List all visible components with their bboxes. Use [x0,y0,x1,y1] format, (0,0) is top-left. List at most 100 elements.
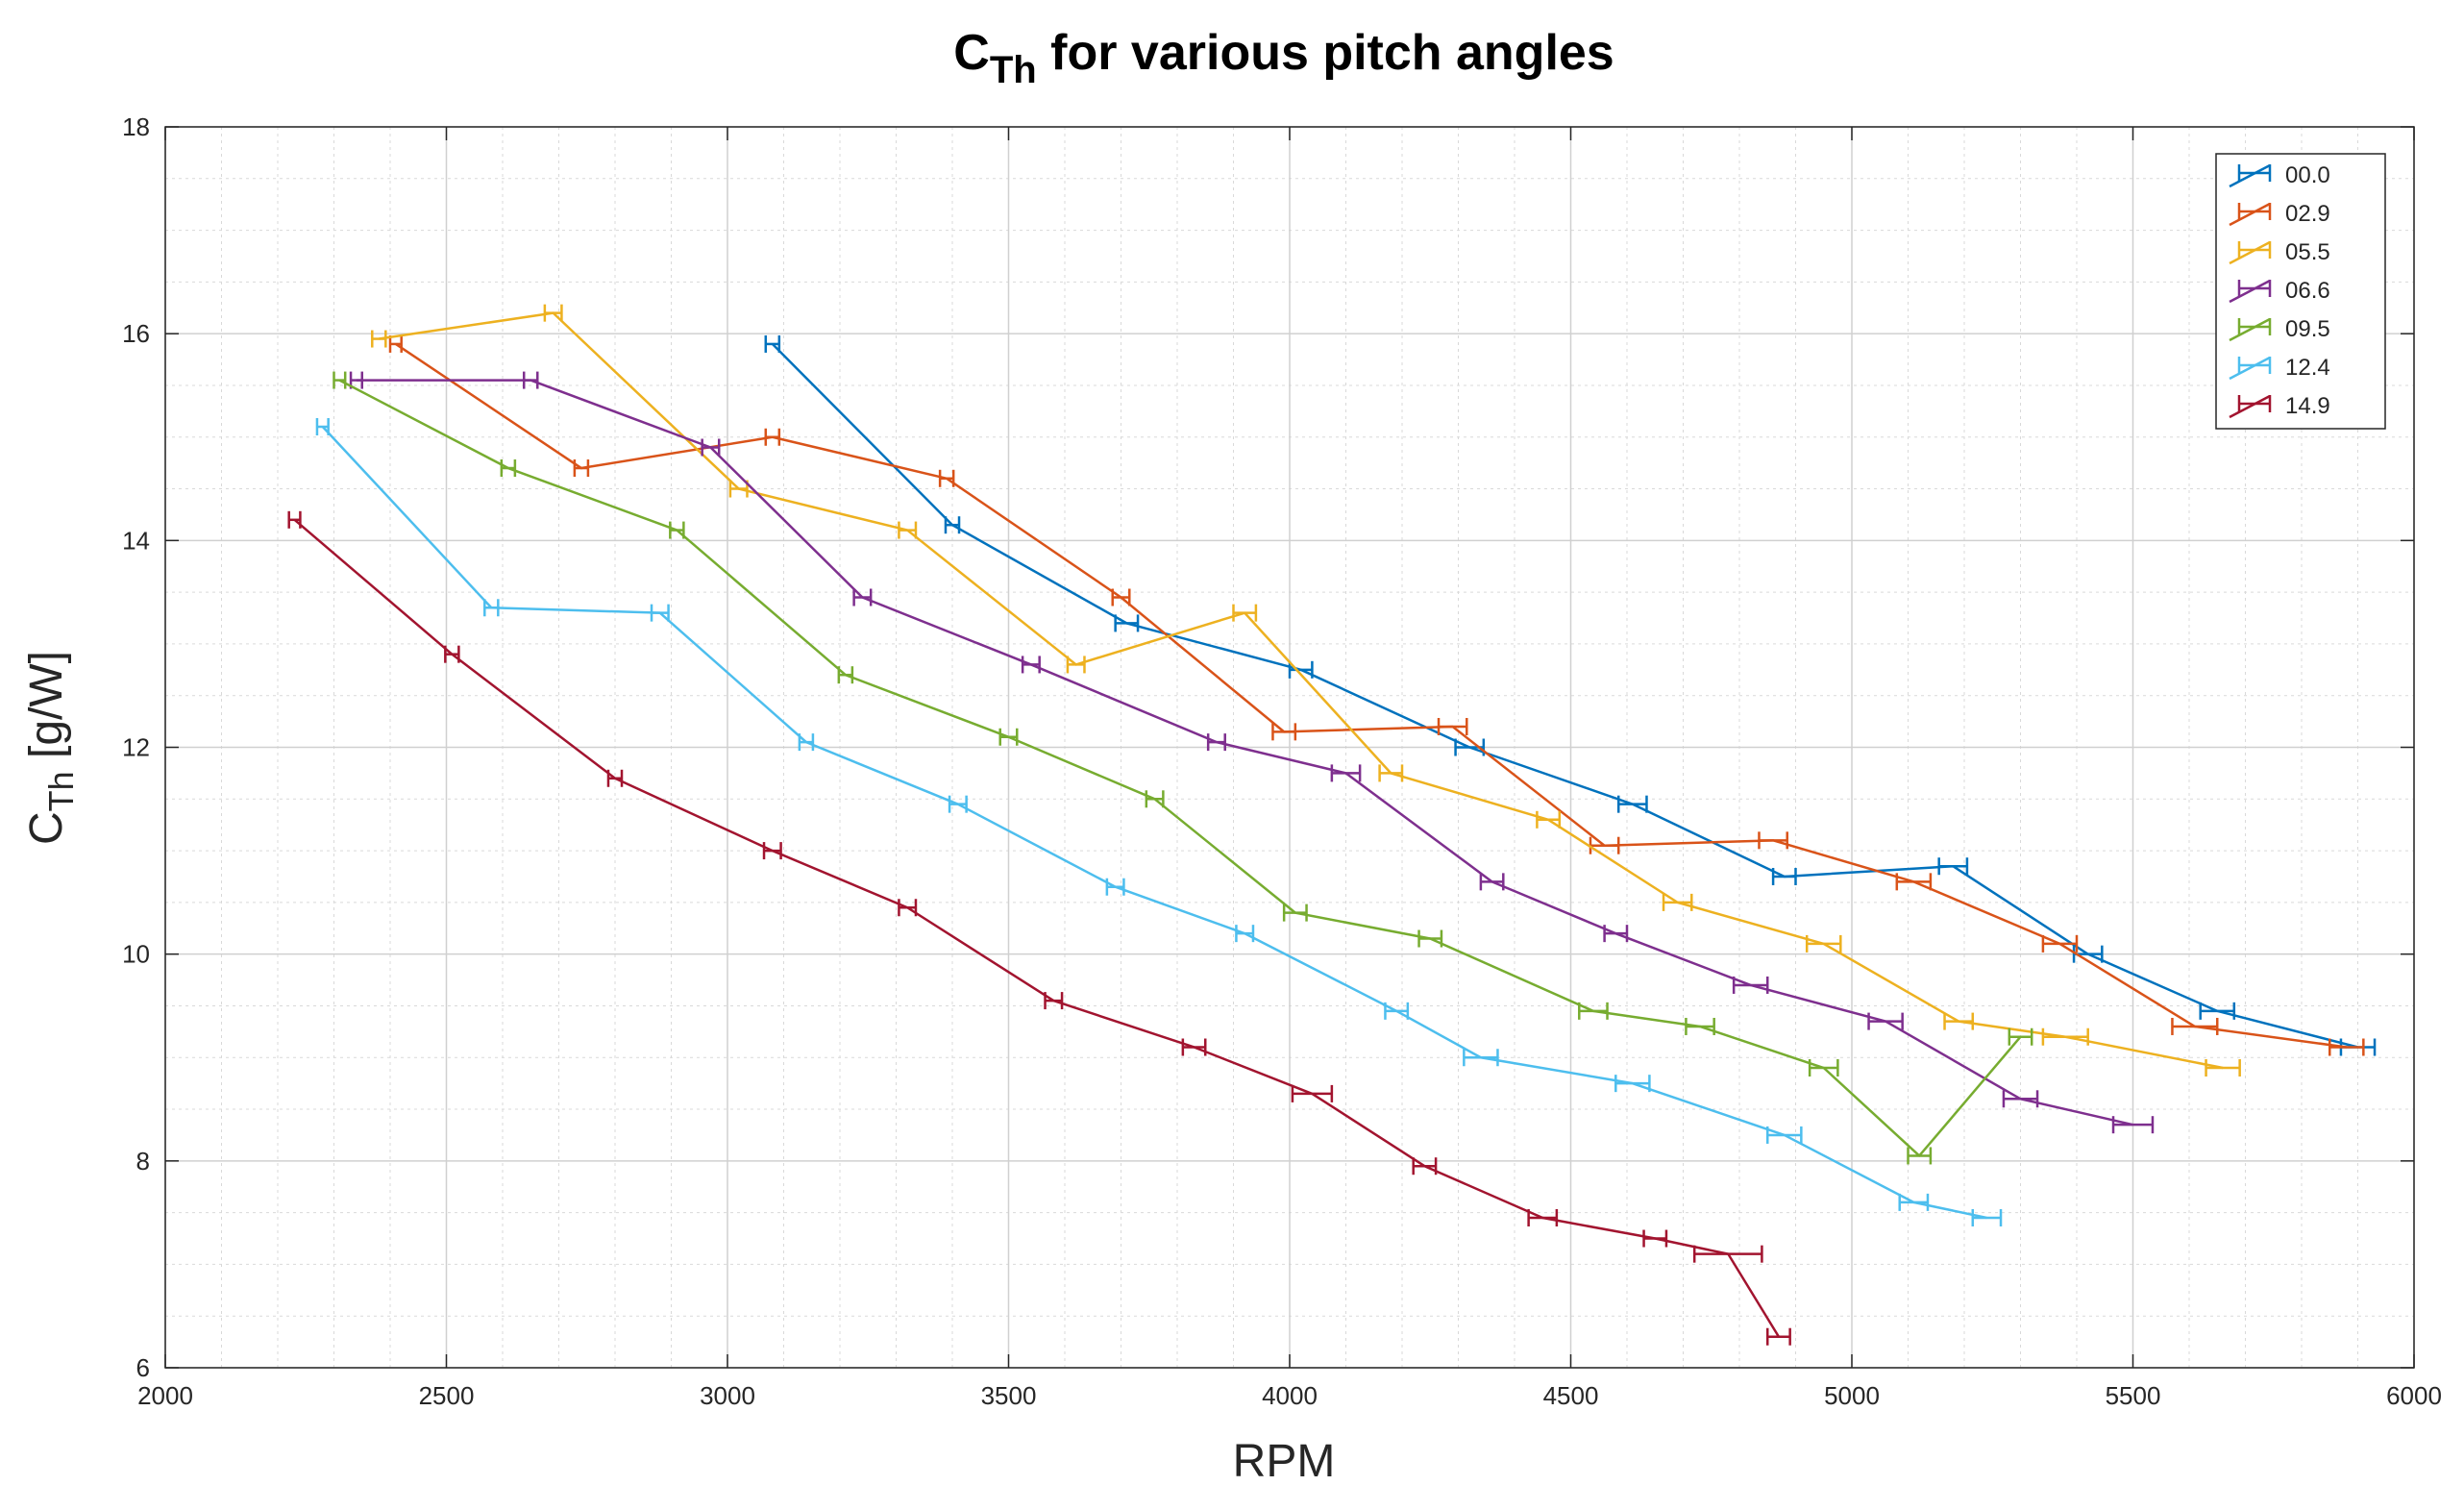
data-point [1766,1126,1803,1144]
data-point [1895,873,1933,891]
legend-label: 14.9 [2285,393,2330,419]
data-point [1105,878,1125,896]
y-tick-label: 16 [122,319,150,348]
legend-line [2229,163,2271,188]
data-point [852,588,873,606]
data-point [898,521,918,539]
data-point [2199,1002,2236,1020]
data-point [2328,1038,2365,1056]
data-point [2041,1027,2089,1046]
data-point [1907,1147,1933,1165]
data-point [1206,733,1226,752]
data-point [1603,925,1629,943]
legend-label: 02.9 [2285,201,2330,227]
y-tick-label: 6 [136,1353,150,1382]
y-tick-label: 12 [122,733,150,762]
data-point [2171,1017,2219,1035]
data-point [1044,992,1064,1010]
y-axis-title-subscript: Th [41,771,81,811]
data-point [1616,795,1648,813]
data-point [2002,1090,2039,1108]
data-point [944,516,961,534]
data-point [2205,1059,2241,1077]
y-axis-title-rest: [g/W] [21,651,72,771]
data-point [606,769,624,787]
y-tick-label: 14 [122,526,150,555]
data-point [1758,831,1788,850]
data-point [573,459,590,478]
y-tick-label: 10 [122,940,150,969]
x-tick-label: 5000 [1824,1381,1880,1410]
data-point [2041,934,2079,953]
chart-title-subscript: Th [990,49,1037,91]
legend-item-00.0: 00.0 [2229,162,2330,188]
x-tick-label: 4500 [1543,1381,1599,1410]
x-tick-label: 2000 [137,1381,193,1410]
data-point [1145,790,1165,808]
x-tick-label: 3500 [981,1381,1037,1410]
data-point [1614,1075,1651,1093]
legend-line [2229,279,2271,304]
y-tick-label: 8 [136,1147,150,1176]
y-tick-label: 18 [122,112,150,141]
legend-item-09.5: 09.5 [2229,316,2330,342]
data-point [1943,1012,1975,1030]
data-point [1479,873,1505,891]
data-point [948,795,968,813]
data-point [1527,1209,1559,1227]
legend-item-12.4: 12.4 [2229,355,2330,381]
data-point [1898,1193,1930,1211]
data-point [1417,929,1443,948]
data-point [522,371,539,389]
data-point [1114,614,1140,632]
data-point [1805,934,1842,953]
x-axis-ticks: 2000 2500 3000 3500 4000 4500 5000 5500 6000 [137,127,2442,1410]
data-point [1232,604,1258,622]
data-point [1766,1327,1791,1346]
legend: 00.0 02.9 05.5 06.6 09.5 12.4 14.9 [2215,153,2386,430]
series-12.4 [315,417,2003,1227]
data-point [1235,925,1255,943]
data-point [998,728,1019,746]
data-point [1937,857,1969,876]
data-point [1437,717,1468,735]
legend-box [2215,153,2386,430]
legend-line [2229,394,2271,419]
legend-item-14.9: 14.9 [2229,393,2330,419]
data-point [1578,1002,1609,1020]
data-point [444,645,460,663]
legend-label: 05.5 [2285,239,2330,265]
data-point [1685,1017,1715,1035]
x-tick-label: 5500 [2106,1381,2161,1410]
series-02.9 [388,334,2365,1056]
data-point [938,469,955,487]
legend-line [2229,202,2271,227]
data-point [1867,1012,1904,1030]
series-14.9 [287,510,1791,1346]
data-point [1111,588,1131,606]
data-point [764,334,781,353]
data-point [798,733,815,752]
x-tick-label: 2500 [419,1381,475,1410]
legend-line [2229,317,2271,342]
data-point [1971,1209,2003,1227]
data-point [1066,656,1086,674]
series-layer [287,304,2377,1346]
y-axis-ticks: 6 8 10 12 14 16 18 [122,112,2414,1382]
y-axis-title: CTh [g/W] [21,651,81,845]
data-point [1808,1059,1839,1077]
data-point [483,599,500,617]
series-05.5 [371,304,2241,1077]
data-point [2111,1116,2155,1134]
data-point [669,521,685,539]
data-point [1412,1157,1438,1176]
data-point [315,417,330,435]
legend-item-02.9: 02.9 [2229,201,2330,227]
data-point [1291,1084,1334,1102]
data-point [1288,660,1314,679]
data-point [1662,893,1693,911]
data-point [371,330,387,348]
data-point [1642,1229,1668,1248]
data-point [650,604,670,622]
